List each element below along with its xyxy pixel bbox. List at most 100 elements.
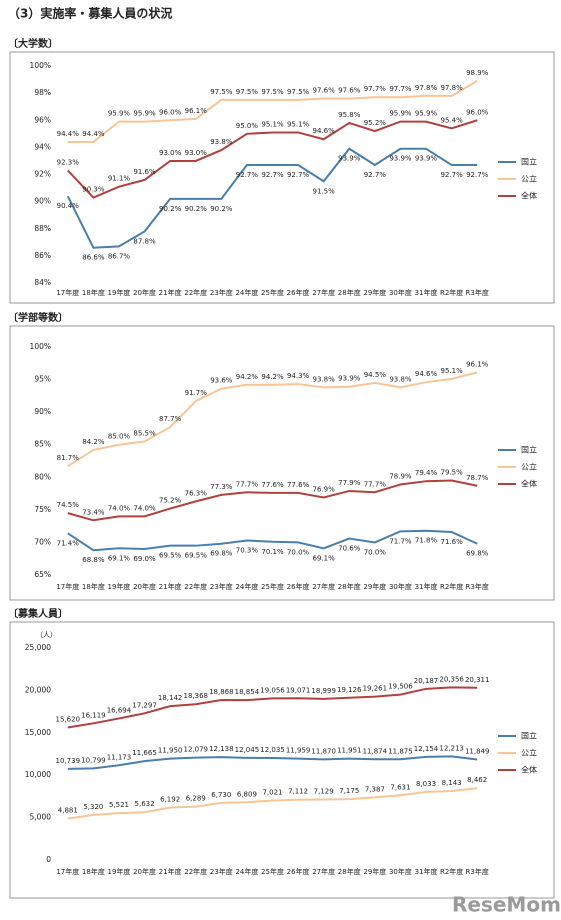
data-label: 71.4% [57, 539, 80, 547]
x-tick-label: 28年度 [338, 582, 361, 591]
chart-frame [9, 51, 555, 304]
series-line [67, 787, 478, 820]
x-tick-label: 25年度 [261, 288, 284, 297]
legend-label: 公立 [521, 462, 537, 472]
data-label: 70.1% [261, 548, 284, 556]
data-label: 5,521 [109, 801, 129, 809]
data-label: 98.9% [466, 69, 489, 77]
legend-label: 全体 [521, 479, 537, 489]
y-tick-label: 96% [34, 115, 51, 124]
section-title: 〔学部等数〕 [8, 311, 68, 324]
data-label: 18,142 [158, 694, 183, 702]
data-label: 74.0% [108, 504, 131, 512]
data-label: 79.4% [415, 469, 438, 477]
data-label: 69.0% [133, 555, 156, 563]
x-tick-label: 28年度 [338, 288, 361, 297]
x-tick-label: 19年度 [108, 867, 131, 876]
x-tick-label: 26年度 [287, 582, 310, 591]
data-label: 97.7% [364, 85, 387, 93]
section-title: 〔募集人員〕 [8, 607, 68, 620]
y-tick-label: 100% [30, 342, 51, 351]
data-label: 97.7% [389, 85, 412, 93]
data-label: 81.7% [57, 454, 80, 462]
series-line [67, 755, 478, 770]
data-label: 70.0% [364, 548, 387, 556]
data-label: 7,021 [262, 788, 282, 796]
data-label: 90.2% [210, 205, 233, 213]
data-label: 73.4% [82, 508, 105, 516]
data-label: 6,809 [237, 790, 257, 798]
x-tick-label: R3年度 [466, 288, 489, 297]
x-tick-label: R3年度 [466, 867, 489, 876]
legend-label: 公立 [521, 748, 537, 758]
data-label: 77.9% [338, 479, 361, 487]
data-label: 12,035 [260, 746, 285, 754]
data-label: 75.2% [159, 497, 182, 505]
data-label: 97.8% [440, 84, 463, 92]
data-label: 94.2% [261, 373, 284, 381]
data-label: 93.9% [389, 155, 412, 163]
data-label: 16,119 [81, 711, 106, 719]
data-label: 18,868 [209, 688, 234, 696]
x-tick-label: 28年度 [338, 867, 361, 876]
data-label: 70.0% [287, 548, 310, 556]
data-label: 74.0% [133, 504, 156, 512]
data-label: 11,875 [388, 747, 413, 755]
x-tick-label: 18年度 [82, 867, 105, 876]
data-label: 97.5% [261, 88, 284, 96]
y-tick-label: 25,000 [25, 643, 51, 652]
data-label: 77.7% [236, 480, 259, 488]
y-tick-label: 100% [30, 61, 51, 70]
x-tick-label: 17年度 [56, 867, 79, 876]
data-label: 11,951 [337, 747, 362, 755]
data-label: 92.7% [364, 171, 387, 179]
x-tick-label: 27年度 [312, 867, 335, 876]
data-label: 85.0% [108, 433, 131, 441]
data-label: 11,665 [132, 749, 157, 757]
data-label: 19,126 [337, 686, 362, 694]
data-label: 16,694 [107, 706, 132, 714]
x-tick-label: 17年度 [56, 582, 79, 591]
x-tick-label: 31年度 [415, 867, 438, 876]
legend-label: 全体 [521, 191, 537, 201]
data-label: 11,874 [363, 747, 388, 755]
data-label: 76.3% [185, 489, 208, 497]
data-label: 92.7% [440, 171, 463, 179]
x-tick-label: 20年度 [133, 582, 156, 591]
y-tick-label: 90% [34, 407, 51, 416]
data-label: 78.7% [466, 474, 489, 482]
data-label: 78.9% [389, 472, 412, 480]
x-tick-label: 27年度 [312, 582, 335, 591]
data-label: 11,173 [107, 753, 132, 761]
x-tick-label: 24年度 [235, 582, 258, 591]
data-label: 77.3% [210, 483, 233, 491]
data-label: 77.6% [287, 481, 310, 489]
x-tick-label: R2年度 [440, 288, 463, 297]
y-tick-label: 90% [34, 197, 51, 206]
y-tick-label: 98% [34, 88, 51, 97]
data-label: 95.8% [338, 111, 361, 119]
data-label: 94.5% [364, 371, 387, 379]
x-tick-label: R2年度 [440, 867, 463, 876]
data-label: 11,849 [465, 748, 490, 756]
data-label: 69.5% [159, 552, 182, 560]
data-label: 97.6% [313, 87, 336, 95]
data-label: 95.1% [261, 120, 284, 128]
y-tick-label: 80% [34, 472, 51, 481]
data-label: 93.8% [210, 138, 233, 146]
series-line [67, 371, 478, 468]
series-line [67, 686, 478, 729]
data-label: 93.9% [338, 375, 361, 383]
x-tick-label: 20年度 [133, 867, 156, 876]
data-label: 90.3% [82, 186, 105, 194]
data-label: 20,187 [414, 677, 439, 685]
x-tick-label: 24年度 [235, 288, 258, 297]
x-tick-label: 22年度 [184, 288, 207, 297]
y-tick-label: 20,000 [25, 685, 51, 694]
data-label: 7,129 [314, 788, 334, 796]
data-label: 69.8% [466, 550, 489, 558]
y-tick-label: 86% [34, 251, 51, 260]
data-label: 69.1% [313, 554, 336, 562]
data-label: 69.1% [108, 554, 131, 562]
data-label: 94.6% [415, 370, 438, 378]
